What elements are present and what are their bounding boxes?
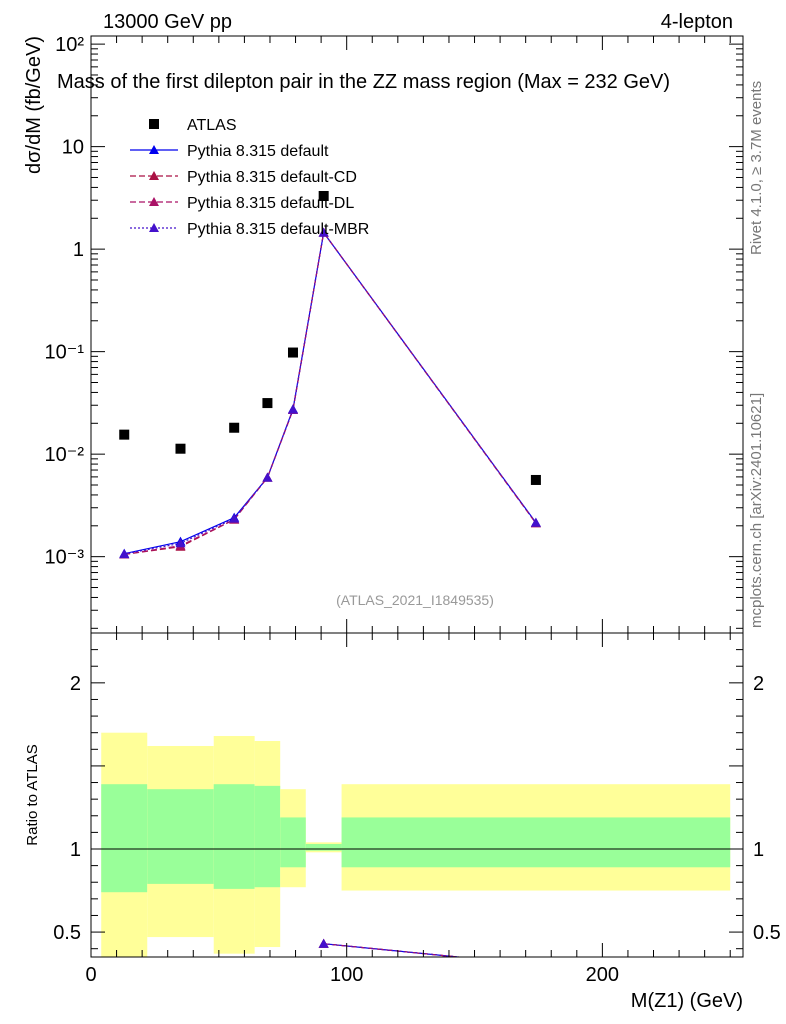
- y-axis-label: dσ/dM (fb/GeV): [23, 36, 45, 174]
- main-series: [119, 190, 541, 559]
- inner-band-4: [280, 817, 306, 868]
- data-point-0-0: [119, 429, 130, 440]
- x-tick-label: 200: [586, 964, 619, 986]
- data-point-4-6: [530, 517, 541, 527]
- inner-band-6: [341, 817, 731, 868]
- data-point-4-4: [287, 404, 298, 414]
- series-line-3: [124, 231, 537, 556]
- series-line-1: [124, 231, 537, 555]
- data-point-4-1: [175, 538, 186, 548]
- ratio-y-tick-label-right: 0.5: [753, 922, 781, 944]
- header-left: 13000 GeV pp: [103, 11, 232, 33]
- y-tick-label: 10: [62, 137, 84, 159]
- data-point-4-0: [119, 549, 130, 559]
- legend-marker-2: [149, 171, 159, 180]
- ratio-y-label: Ratio to ATLAS: [24, 744, 41, 845]
- data-point-0-1: [175, 443, 186, 454]
- ratio-bands: [101, 732, 731, 957]
- side-label-bottom: mcplots.cern.ch [arXiv:2401.10621]: [748, 393, 765, 628]
- header-right: 4-lepton: [661, 11, 733, 33]
- data-point-4-5: [318, 227, 329, 237]
- legend-marker-4: [149, 223, 159, 232]
- ratio-line-3: [323, 943, 464, 957]
- inner-band-2: [213, 784, 255, 889]
- side-label-top: Rivet 4.1.0, ≥ 3.7M events: [748, 81, 765, 255]
- y-tick-label: 10⁻²: [45, 444, 85, 466]
- data-point-0-3: [262, 398, 273, 409]
- inner-band-3: [254, 785, 281, 888]
- series-line-4: [124, 231, 537, 555]
- legend-marker-3: [149, 197, 159, 206]
- inner-band-1: [147, 789, 214, 884]
- legend-marker-1: [149, 145, 159, 154]
- data-point-0-6: [530, 474, 541, 485]
- legend-label-3: Pythia 8.315 default-DL: [187, 195, 354, 212]
- ratio-y-tick-label-right: 1: [753, 839, 764, 861]
- x-tick-label: 0: [85, 964, 96, 986]
- data-point-0-4: [287, 347, 298, 358]
- ratio-y-tick-label-left: 0.5: [53, 922, 81, 944]
- ratio-y-tick-label-right: 2: [753, 673, 764, 695]
- data-point-4-2: [229, 513, 240, 523]
- ratio-y-tick-label-left: 2: [70, 673, 81, 695]
- x-tick-label: 100: [330, 964, 363, 986]
- y-tick-label: 1: [73, 239, 84, 261]
- legend-label-1: Pythia 8.315 default: [187, 143, 329, 160]
- ratio-series: [318, 938, 464, 957]
- ratio-frame: [90, 632, 744, 958]
- y-tick-label: 10⁻³: [45, 547, 85, 569]
- data-point-0-5: [318, 190, 329, 201]
- ratio-y-tick-label-left: 1: [70, 839, 81, 861]
- data-point-0-2: [229, 422, 240, 433]
- inner-band-0: [101, 784, 148, 893]
- series-line-2: [124, 231, 537, 556]
- main-title: Mass of the first dilepton pair in the Z…: [57, 71, 670, 93]
- ratio-marker-3: [318, 938, 329, 948]
- y-tick-label: 10²: [55, 34, 84, 56]
- legend-label-0: ATLAS: [187, 117, 237, 134]
- legend-marker-0: [149, 119, 159, 129]
- data-point-4-3: [262, 472, 273, 482]
- inner-band-5: [305, 844, 342, 851]
- y-tick-label: 10⁻¹: [45, 342, 85, 364]
- legend: ATLAS Pythia 8.315 default Pythia 8.315 de…: [130, 117, 369, 238]
- legend-label-2: Pythia 8.315 default-CD: [187, 169, 357, 186]
- x-axis-label: M(Z1) (GeV): [631, 990, 743, 1012]
- analysis-label: (ATLAS_2021_I1849535): [336, 592, 494, 608]
- legend-label-4: Pythia 8.315 default-MBR: [187, 221, 369, 238]
